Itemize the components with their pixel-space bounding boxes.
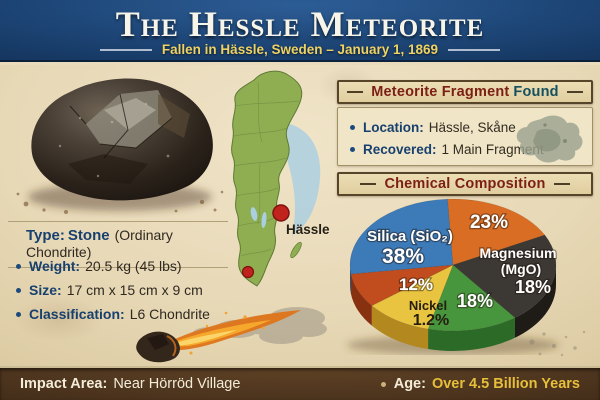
list-item-size: Size: 17 cm x 15 cm x 9 cm [12, 278, 242, 302]
title-dash [347, 91, 364, 93]
location-value: Hässle, Skåne [428, 119, 516, 135]
south-location-dot [241, 265, 255, 279]
pie-slice-label: 12% [399, 275, 433, 294]
pie-slice-label: 18% [515, 277, 551, 297]
subtitle-rule-right [448, 48, 501, 51]
footer-band: Impact Area: Near Hörröd Village Age: Ove… [0, 366, 600, 400]
sweden-landmass [231, 70, 303, 287]
rock-glow-edge [166, 335, 177, 357]
hassle-location-dot [272, 204, 290, 222]
weight-label: Weight: [29, 258, 81, 274]
size-label: Size: [29, 282, 62, 298]
pie-slice-label: Magnesium [479, 245, 556, 261]
classification-label: Classification: [29, 306, 125, 322]
pie-slice-label: 23% [470, 212, 508, 233]
county-borders [233, 81, 300, 257]
bullet-dot [380, 381, 386, 387]
bullet-dot [350, 146, 355, 152]
pie-slice-label: (MgO) [501, 261, 541, 277]
page-subtitle: Fallen in Hässle, Sweden – January 1, 18… [161, 42, 439, 57]
list-item-weight: Weight: 20.5 kg (45 lbs) [12, 254, 242, 278]
title-dash [566, 91, 583, 93]
pie-slice-label: Nickel [409, 298, 447, 313]
meteorite-photo [16, 78, 224, 214]
type-value: Stone [67, 227, 110, 244]
bullet-dot [350, 124, 355, 130]
spec-list: Weight: 20.5 kg (45 lbs) Size: 17 cm x 1… [12, 254, 242, 326]
fragment-panel-body: Location: Hässle, Skåne Recovered: 1 Mai… [337, 107, 593, 166]
weight-value: 20.5 kg (45 lbs) [85, 258, 182, 274]
type-note: (Ordinary Chondrite) [26, 227, 173, 260]
list-item-location: Location: Hässle, Skåne [346, 116, 592, 138]
classification-value: L6 Chondrite [129, 306, 210, 322]
list-item-classification: Classification: L6 Chondrite [12, 302, 242, 326]
pie-slice-label: Silica (SiO₂) [367, 228, 453, 245]
impact-area-label: Impact Area: [20, 376, 108, 392]
location-label: Location: [363, 119, 424, 135]
fragment-panel-title-accent: Found [513, 84, 559, 100]
list-item-recovered: Recovered: 1 Main Fragment [346, 138, 592, 160]
fragment-panel-title: Meteorite Fragment [371, 84, 510, 100]
composition-panel-title: Chemical Composition [384, 176, 546, 192]
age-text: Age: Over 4.5 Billion Years [380, 376, 580, 392]
bullet-dot [16, 311, 21, 317]
composition-panel-header: Chemical Composition [337, 172, 593, 196]
bullet-dot [16, 287, 21, 293]
recovered-label: Recovered: [363, 141, 437, 157]
fragment-panel-header: Meteorite Fragment Found [337, 80, 593, 104]
recovered-value: 1 Main Fragment [441, 141, 544, 157]
sparks [189, 311, 265, 355]
subtitle-rule-left [99, 48, 152, 51]
pie-slice-label: 1.2% [413, 312, 449, 329]
fragment-silhouette [516, 115, 583, 163]
subtitle-row: Fallen in Hässle, Sweden – January 1, 18… [99, 42, 501, 57]
gotland-island [290, 241, 302, 259]
bullet-dot [16, 263, 21, 269]
lake-vattern [261, 212, 267, 228]
impact-area-value: Near Hörröd Village [113, 376, 241, 392]
size-value: 17 cm x 15 cm x 9 cm [66, 282, 203, 298]
age-label: Age: [393, 376, 426, 392]
pie-slice-label: 18% [457, 291, 493, 311]
flame-core [165, 330, 237, 346]
page-title: The Hessle Meteorite [115, 4, 485, 44]
composition-pie-chart: Silica (SiO₂)38%23%Magnesium(MgO)18%18%1… [347, 198, 559, 355]
map-label-hassle: Hässle [286, 222, 330, 237]
pie-slice-label: 38% [382, 245, 424, 268]
ground-debris [16, 190, 224, 214]
header-band: The Hessle Meteorite Fallen in Hässle, S… [0, 0, 600, 65]
impact-area-text: Impact Area: Near Hörröd Village [20, 376, 240, 392]
sweden-map [231, 70, 321, 287]
lake-vanern [250, 207, 258, 221]
type-line: Type: Stone (Ordinary Chondrite) [8, 221, 228, 268]
type-label: Type: [26, 227, 65, 244]
baltic-sea [283, 123, 321, 236]
falling-meteor-illustration [136, 307, 327, 363]
title-dash [360, 183, 377, 185]
paint-splatter [529, 330, 586, 357]
age-value: Over 4.5 Billion Years [431, 376, 580, 392]
title-dash [553, 183, 570, 185]
